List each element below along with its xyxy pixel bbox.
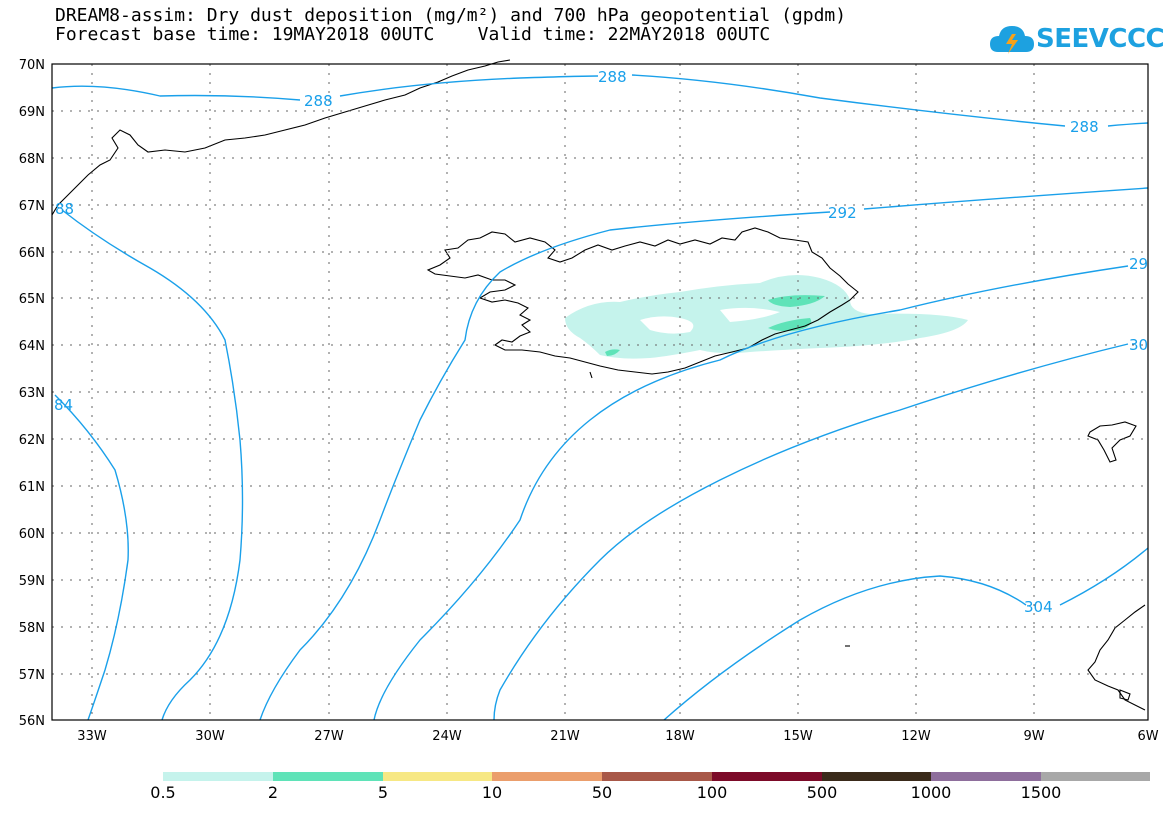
iceland-coast bbox=[426, 227, 859, 375]
contour-304 bbox=[663, 547, 1149, 721]
contour-288-north bbox=[51, 74, 1149, 127]
contour-300 bbox=[493, 343, 1129, 721]
lon-label: 6W bbox=[1137, 729, 1158, 744]
lat-label: 65N bbox=[19, 292, 45, 307]
lat-label: 70N bbox=[19, 58, 45, 73]
lat-label: 69N bbox=[19, 105, 45, 120]
contour-label: 292 bbox=[828, 204, 857, 222]
legend-swatch bbox=[273, 772, 383, 781]
lat-label: 56N bbox=[19, 714, 45, 729]
legend-label: 100 bbox=[696, 783, 728, 802]
contour-label: 288 bbox=[304, 92, 333, 110]
lat-label: 59N bbox=[19, 574, 45, 589]
lon-label: 18W bbox=[665, 729, 695, 744]
lon-label: 21W bbox=[550, 729, 580, 744]
scotland-coast bbox=[1087, 604, 1146, 711]
longitude-labels: 33W 30W 27W 24W 21W 18W 15W 12W 9W 6W bbox=[77, 729, 1158, 744]
lon-label: 33W bbox=[77, 729, 107, 744]
lat-label: 62N bbox=[19, 433, 45, 448]
legend-swatch bbox=[492, 772, 602, 781]
legend-swatch bbox=[931, 772, 1041, 781]
legend-label: 500 bbox=[806, 783, 838, 802]
legend-label: 0.5 bbox=[150, 783, 176, 802]
lat-label: 67N bbox=[19, 199, 45, 214]
contour-label: 288 bbox=[1070, 118, 1099, 136]
legend-swatch bbox=[602, 772, 712, 781]
cloud-icon bbox=[990, 26, 1034, 54]
lon-label: 27W bbox=[314, 729, 344, 744]
logo-text: SEEVCCC bbox=[1036, 24, 1165, 54]
lat-label: 60N bbox=[19, 527, 45, 542]
contour-west-a bbox=[61, 209, 244, 721]
seevccc-logo: SEEVCCC bbox=[988, 20, 1165, 60]
contour-label: 88 bbox=[55, 200, 74, 218]
legend-swatch bbox=[712, 772, 822, 781]
contour-labels: 288 288 288 292 29 30 304 88 84 bbox=[54, 68, 1148, 616]
legend-label: 1500 bbox=[1020, 783, 1062, 802]
legend-swatch bbox=[163, 772, 273, 781]
contour-296 bbox=[373, 265, 1129, 721]
lat-label: 64N bbox=[19, 339, 45, 354]
lon-label: 15W bbox=[783, 729, 813, 744]
dust-shading bbox=[565, 274, 968, 359]
contour-292 bbox=[259, 187, 1149, 721]
legend-label: 10 bbox=[481, 783, 503, 802]
lon-label: 9W bbox=[1023, 729, 1044, 744]
graticule bbox=[52, 64, 1148, 720]
geopotential-contours bbox=[51, 74, 1149, 721]
contour-west-b bbox=[54, 394, 129, 721]
contour-label: 288 bbox=[598, 68, 627, 86]
legend-swatch bbox=[1041, 772, 1150, 781]
legend-swatch bbox=[383, 772, 492, 781]
lon-label: 24W bbox=[432, 729, 462, 744]
legend-swatch bbox=[822, 772, 931, 781]
contour-label: 29 bbox=[1129, 255, 1148, 273]
legend-label: 2 bbox=[267, 783, 279, 802]
lat-label: 63N bbox=[19, 386, 45, 401]
map-title: DREAM8-assim: Dry dust deposition (mg/m²… bbox=[55, 5, 847, 26]
contour-label: 84 bbox=[54, 396, 73, 414]
legend-label: 5 bbox=[377, 783, 389, 802]
lat-label: 57N bbox=[19, 668, 45, 683]
map-frame bbox=[51, 63, 1149, 721]
faroe-islands bbox=[1087, 421, 1137, 463]
map-subtitle: Forecast base time: 19MAY2018 00UTC Vali… bbox=[55, 24, 771, 45]
lat-label: 58N bbox=[19, 621, 45, 636]
contour-label: 304 bbox=[1024, 598, 1053, 616]
contour-label: 30 bbox=[1129, 336, 1148, 354]
legend-label: 50 bbox=[591, 783, 613, 802]
latitude-labels: 70N 69N 68N 67N 66N 65N 64N 63N 62N 61N … bbox=[19, 58, 45, 729]
lon-label: 30W bbox=[195, 729, 225, 744]
lat-label: 68N bbox=[19, 152, 45, 167]
legend-label: 1000 bbox=[910, 783, 952, 802]
lon-label: 12W bbox=[901, 729, 931, 744]
lat-label: 61N bbox=[19, 480, 45, 495]
lat-label: 66N bbox=[19, 246, 45, 261]
